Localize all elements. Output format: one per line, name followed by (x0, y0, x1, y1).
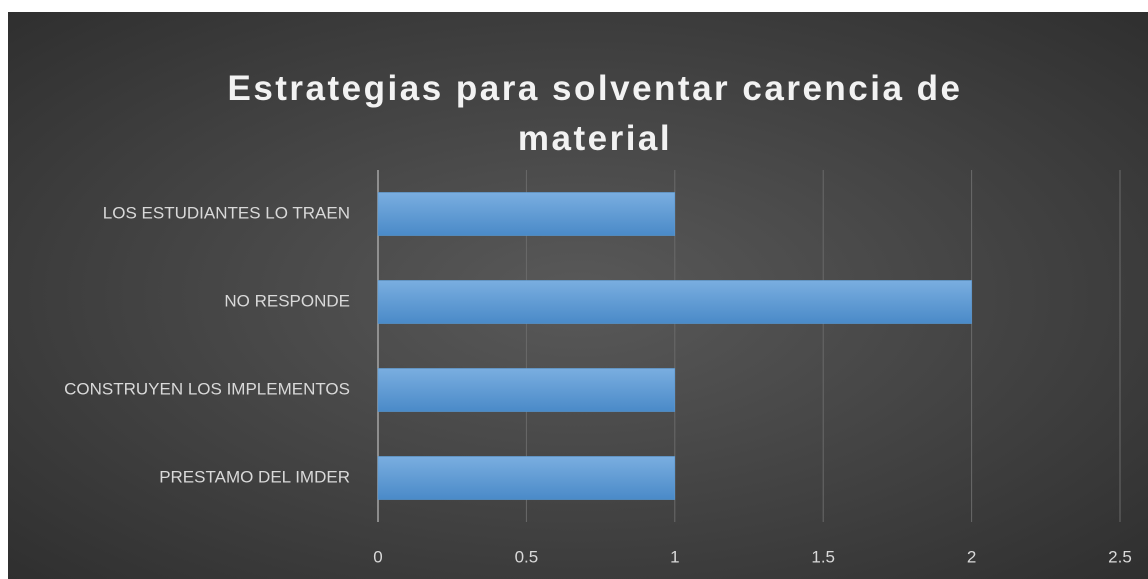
x-tick-label: 1 (670, 547, 679, 566)
bar (377, 192, 676, 236)
chart-area: 0 0.5 1 1.5 2 2.5 LOS ESTUDIANTES LO TRAEN NO R… (8, 12, 1148, 579)
bar (377, 280, 972, 324)
y-tick-label: PRESTAMO DEL IMDER (159, 467, 350, 486)
chart-title: Estrategias para solventar carencia de m… (227, 69, 963, 158)
x-tick-label: 2.5 (1108, 547, 1132, 566)
y-tick-label: LOS ESTUDIANTES LO TRAEN (103, 203, 350, 222)
x-tick-label: 0 (373, 547, 382, 566)
x-tick-label: 1.5 (811, 547, 835, 566)
x-tick-label: 0.5 (515, 547, 539, 566)
y-tick-label: NO RESPONDE (224, 291, 350, 310)
bar (377, 456, 676, 500)
bar (377, 368, 676, 412)
chart: 0 0.5 1 1.5 2 2.5 LOS ESTUDIANTES LO TRAEN NO R… (64, 170, 1132, 566)
y-tick-label: CONSTRUYEN LOS IMPLEMENTOS (64, 379, 350, 398)
x-tick-label: 2 (967, 547, 976, 566)
